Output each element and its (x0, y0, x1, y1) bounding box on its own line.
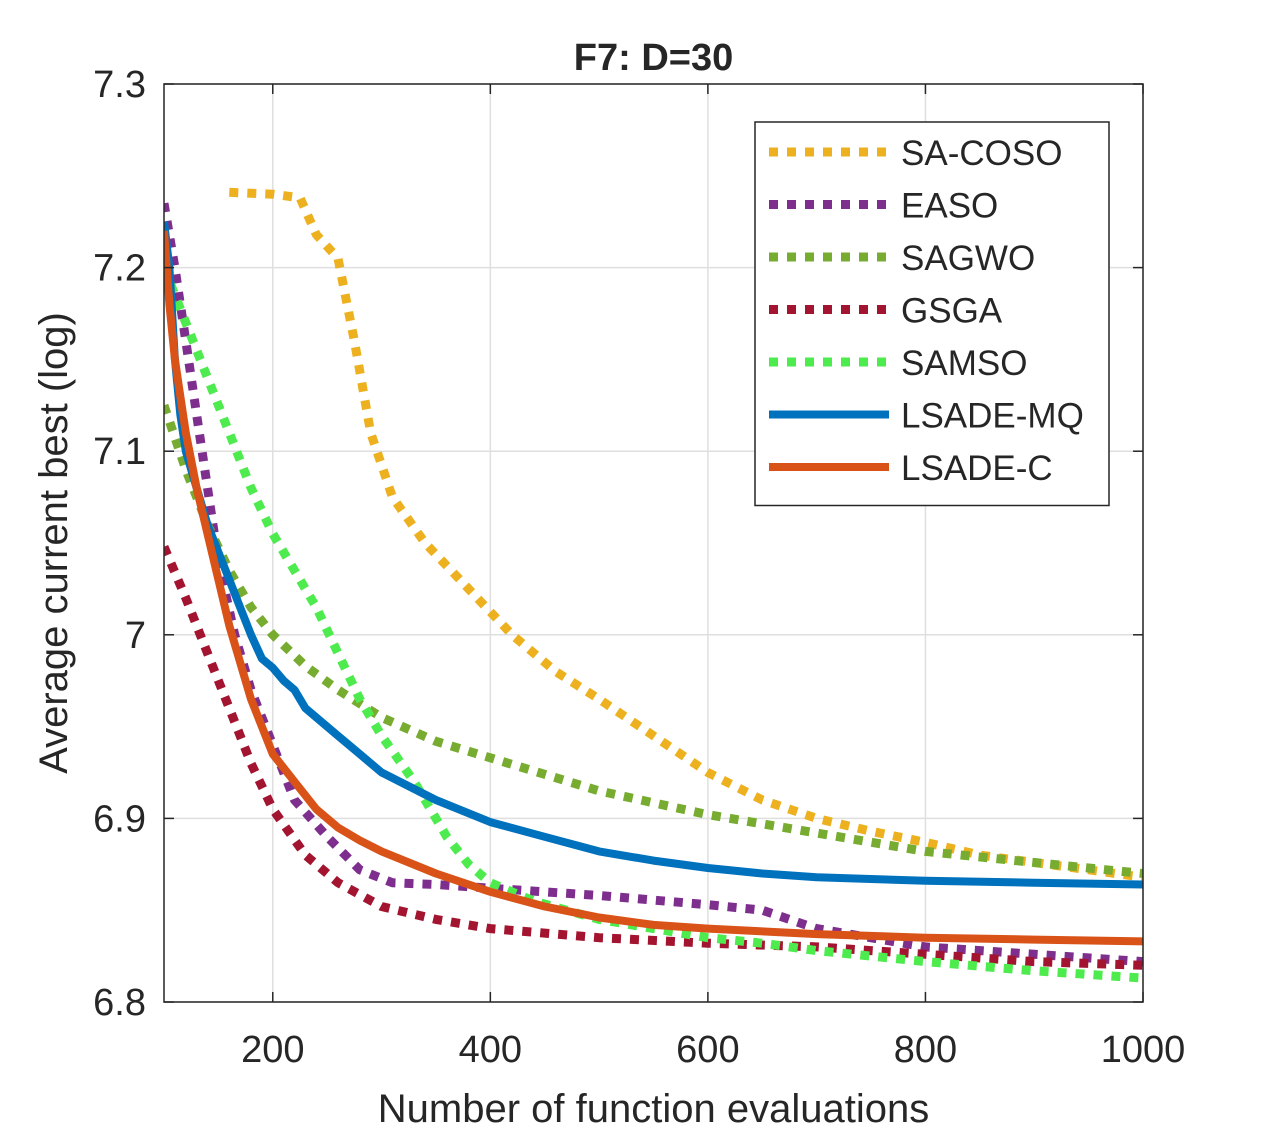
series-lines (164, 187, 1143, 983)
legend: SA-COSO EASO SAGWO GSGA SAMSO LSADE-MQ LSADE-C (754, 121, 1110, 507)
axes-box (163, 83, 1144, 1003)
x-tick-label: 800 (894, 1029, 957, 1071)
x-tick-label: 1000 (1101, 1029, 1186, 1071)
series-line-easo (164, 202, 1143, 967)
y-tick-label: 7.1 (93, 431, 146, 473)
x-axis-label: Number of function evaluations (378, 1087, 929, 1131)
legend-label-sa-coso: SA-COSO (901, 134, 1062, 173)
legend-label-lsade-mq: LSADE-MQ (901, 397, 1084, 436)
y-tick-label: 7 (125, 615, 146, 657)
series-line-sa-coso (229, 187, 1143, 882)
y-tick-label: 7.3 (93, 64, 146, 106)
x-tick-label: 600 (676, 1029, 739, 1071)
y-tick-label: 6.9 (93, 798, 146, 840)
legend-label-sagwo: SAGWO (901, 239, 1035, 278)
x-tick-label: 400 (459, 1029, 522, 1071)
legend-label-lsade-c: LSADE-C (901, 449, 1053, 488)
chart-title: F7: D=30 (574, 37, 733, 79)
series-line-lsade-c (164, 230, 1143, 946)
series-line-samso (164, 265, 1143, 983)
x-tick-label: 200 (241, 1029, 304, 1071)
plot-area (164, 187, 1143, 983)
axis-ticks: 200 400 600 800 1000 6.8 6.9 7 7.1 7.2 7.3 (93, 64, 1185, 1071)
legend-label-easo: EASO (901, 187, 998, 226)
y-axis-label: Average current best (log) (32, 312, 76, 774)
legend-label-gsga: GSGA (901, 292, 1003, 331)
legend-label-samso: SAMSO (901, 344, 1027, 383)
y-tick-label: 6.8 (93, 982, 146, 1024)
y-tick-label: 7.2 (93, 248, 146, 290)
series-line-gsga (164, 544, 1143, 970)
